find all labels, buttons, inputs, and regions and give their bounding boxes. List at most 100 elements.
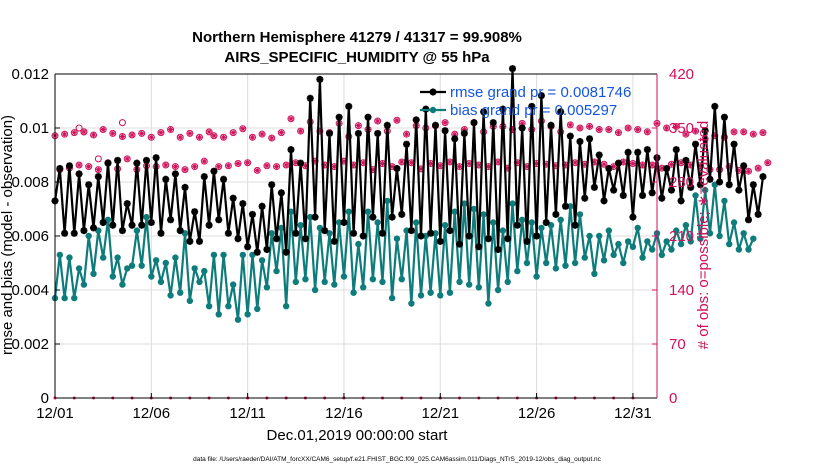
bias-point [244, 311, 251, 318]
bias-point [162, 259, 169, 267]
rmse-point [581, 194, 589, 202]
plot-series [51, 65, 772, 400]
bias-point [152, 257, 160, 264]
rmse-point [311, 213, 319, 221]
obs-evaluated-marker [726, 164, 732, 170]
rmse-point [224, 229, 232, 237]
obs-evaluated-marker [182, 167, 188, 173]
bias-point [480, 211, 487, 218]
obs-evaluated-marker [760, 130, 766, 136]
obs-evaluated-marker [765, 160, 771, 166]
rmse-point [210, 167, 218, 175]
rmse-point [147, 219, 155, 226]
bias-point [384, 197, 391, 205]
obs-evaluated-marker [447, 159, 453, 165]
bias-point [167, 292, 174, 299]
obs-evaluated-marker [206, 129, 212, 135]
obs-evaluated-marker [452, 131, 458, 137]
bias-point [128, 262, 136, 269]
obs-possible-marker [167, 126, 175, 134]
rmse-point [383, 121, 391, 129]
obs-evaluated-marker [673, 123, 679, 129]
obs-evaluated-marker [649, 162, 655, 168]
rmse-point [576, 138, 584, 145]
obs-evaluated-marker [736, 167, 742, 173]
rmse-point [480, 108, 488, 116]
bias-point [644, 238, 651, 245]
obs-evaluated-marker [408, 160, 414, 166]
rmse-point [460, 129, 468, 137]
obs-evaluated-marker [172, 164, 178, 170]
rmse-point [268, 181, 276, 189]
bias-point [133, 227, 141, 234]
obs-evaluated-marker [746, 168, 752, 174]
rmse-point [306, 94, 314, 102]
obs-evaluated-marker [625, 125, 631, 131]
obs-possible-marker [176, 133, 184, 141]
y-tick-label-right: 70 [669, 336, 686, 353]
rmse-point [586, 135, 594, 143]
obs-evaluated-marker [394, 117, 400, 123]
obs-evaluated-marker [370, 167, 376, 173]
rmse-point [595, 151, 603, 159]
bias-line [53, 183, 755, 321]
y-tick-label-left: 0.01 [20, 120, 49, 137]
y-tick-label-right: 350 [669, 120, 694, 137]
obs-evaluated-marker [62, 131, 68, 137]
rmse-point [624, 148, 632, 156]
rmse-point [499, 105, 507, 113]
obs-evaluated-marker [95, 167, 101, 173]
rmse-point [340, 219, 348, 226]
obs-possible-marker [244, 159, 252, 167]
rmse-point [229, 194, 237, 202]
bias-point [726, 240, 733, 248]
bias-point [586, 232, 593, 240]
x-tick-label: 12/01 [36, 405, 74, 422]
rmse-point [417, 232, 425, 240]
obs-possible-marker [749, 130, 757, 138]
bias-point [191, 265, 198, 272]
bias-point [302, 276, 309, 283]
obs-evaluated-marker [100, 127, 106, 133]
obs-evaluated-marker [288, 116, 294, 122]
bias-point [499, 227, 507, 234]
bias-point [552, 265, 560, 272]
rmse-point [176, 227, 184, 235]
x-tick-label: 12/21 [422, 405, 460, 422]
rmse-point [547, 121, 555, 129]
bias-point [441, 222, 449, 229]
obs-evaluated-marker [91, 132, 97, 138]
obs-possible-marker [80, 128, 88, 136]
bias-point [730, 219, 738, 226]
bias-point [543, 259, 550, 267]
footer-data-file: data file: /Users/raeder/DAI/ATM_forcXX/… [193, 456, 602, 463]
rmse-point [407, 227, 415, 235]
bias-point [292, 278, 299, 286]
obs-evaluated-marker [577, 125, 583, 131]
bias-point [75, 265, 83, 272]
rmse-point [321, 227, 329, 235]
rmse-point [711, 102, 719, 110]
bias-point [427, 289, 434, 296]
rmse-point [725, 181, 733, 189]
obs-evaluated-marker [596, 127, 602, 133]
obs-possible-marker [403, 130, 411, 138]
obs-evaluated-marker [664, 125, 670, 131]
obs-evaluated-marker [683, 131, 689, 137]
obs-evaluated-marker [221, 134, 227, 140]
bias-point [735, 246, 743, 253]
y-tick-label-left: 0.012 [11, 66, 49, 83]
x-tick-label: 12/06 [133, 405, 171, 422]
bias-point [215, 311, 222, 318]
bias-point [273, 267, 280, 275]
y-tick-label-right: 210 [669, 228, 694, 245]
legend-bias-marker [429, 106, 437, 114]
rmse-point [745, 216, 753, 224]
bias-point [220, 251, 227, 259]
x-tick-label: 12/26 [518, 405, 556, 422]
bias-point [124, 265, 131, 272]
obs-evaluated-marker [644, 129, 650, 135]
rmse-point [297, 159, 305, 167]
bias-point [278, 224, 285, 232]
